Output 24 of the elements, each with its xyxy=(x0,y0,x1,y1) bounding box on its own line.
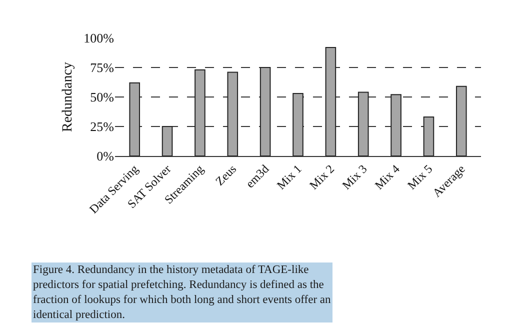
y-axis-title: Redundancy xyxy=(60,62,76,132)
x-tick-label: Mix 1 xyxy=(274,162,304,192)
y-tick-label: 100% xyxy=(84,30,114,46)
bar xyxy=(129,82,140,156)
bar xyxy=(227,72,238,156)
bar xyxy=(325,46,336,156)
bar xyxy=(456,86,467,156)
bar xyxy=(194,69,206,156)
bar xyxy=(358,92,369,156)
y-tick-label: 75% xyxy=(90,60,114,76)
x-tick-label: Mix 3 xyxy=(339,162,370,192)
x-tick-label: Mix 2 xyxy=(306,162,338,192)
y-tick-label: 50% xyxy=(90,90,114,105)
bar xyxy=(260,67,271,156)
caption: Figure 4. Redundancy in the history metadata of TAGE-like predictors for spatial prefetching. Redundancy is defined as the fraction of lookups for which both long and short events offer an identical prediction. xyxy=(33,264,332,321)
x-tick-label: Zeus xyxy=(212,162,240,188)
bar xyxy=(162,126,173,156)
x-tick-label: Mix 4 xyxy=(372,162,402,192)
bar xyxy=(423,116,434,156)
bar xyxy=(292,92,304,156)
bar xyxy=(390,94,402,156)
x-tick-label: Mix 5 xyxy=(404,162,436,192)
y-tick-label: 0% xyxy=(96,148,114,164)
y-tick-label: 25% xyxy=(90,119,114,134)
